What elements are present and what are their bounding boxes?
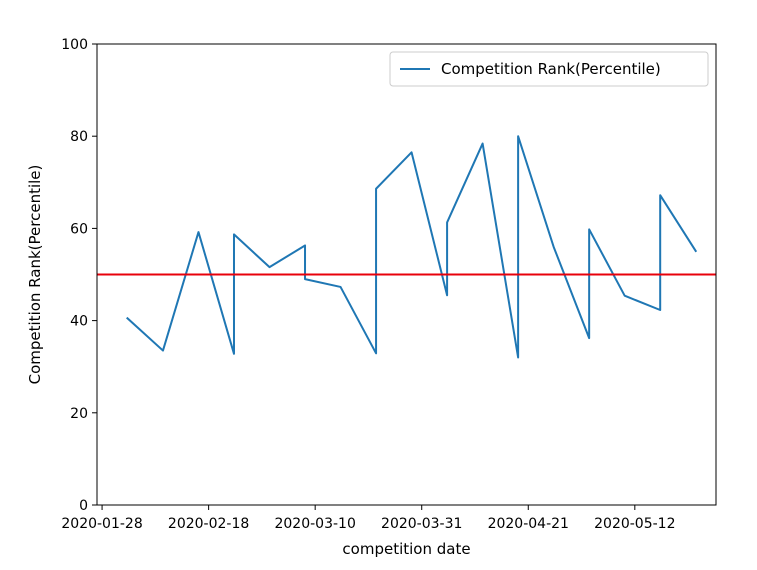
x-tick-label: 2020-02-18 bbox=[168, 516, 249, 532]
y-tick-label: 40 bbox=[70, 314, 88, 330]
y-tick-label: 0 bbox=[79, 498, 88, 514]
y-tick-label: 20 bbox=[70, 406, 88, 422]
plot-area bbox=[97, 135, 716, 359]
series-line-0 bbox=[126, 135, 698, 359]
x-tick-label: 2020-01-28 bbox=[61, 516, 142, 532]
y-tick-label: 100 bbox=[61, 37, 88, 53]
x-tick-label: 2020-03-10 bbox=[274, 516, 355, 532]
y-tick-label: 80 bbox=[70, 129, 88, 145]
legend-label: Competition Rank(Percentile) bbox=[441, 60, 661, 78]
plot-frame bbox=[96, 43, 717, 506]
x-tick-label: 2020-05-12 bbox=[594, 516, 675, 532]
x-tick-label: 2020-03-31 bbox=[381, 516, 462, 532]
x-tick-label: 2020-04-21 bbox=[488, 516, 569, 532]
legend: Competition Rank(Percentile) bbox=[389, 51, 709, 87]
x-axis-title: competition date bbox=[342, 540, 470, 558]
y-axis-title: Competition Rank(Percentile) bbox=[26, 165, 44, 385]
legend-box bbox=[389, 51, 709, 87]
axes: 0 20 40 60 80 100 2020-01-28 2020-02-18 2020-03-… bbox=[26, 37, 717, 558]
y-tick-label: 60 bbox=[70, 221, 88, 237]
